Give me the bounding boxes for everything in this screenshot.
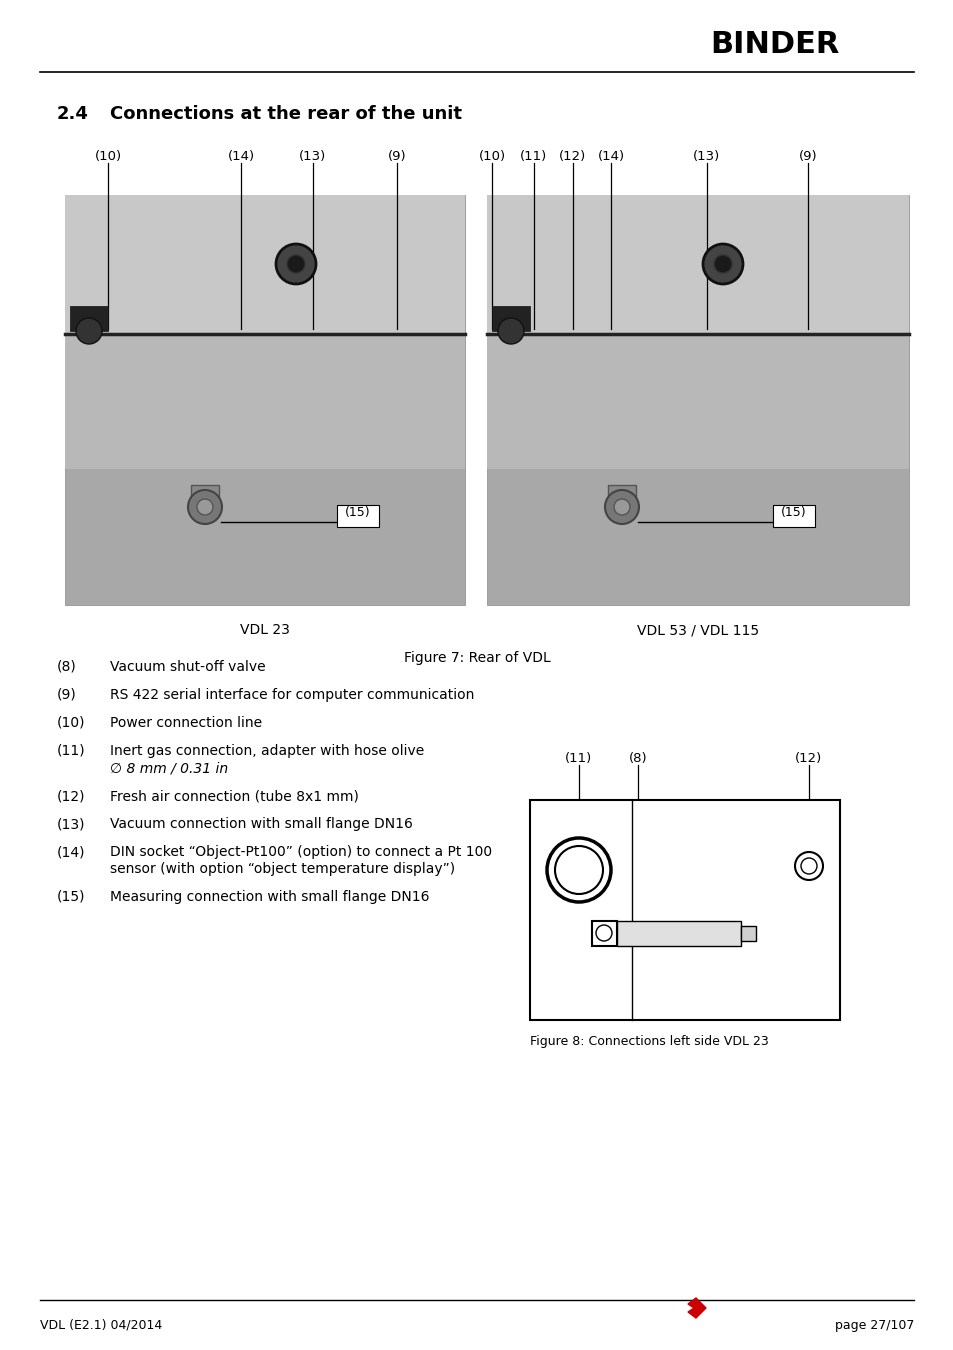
Text: VDL 23: VDL 23 [240,622,290,637]
Bar [65,194,464,605]
Bar [65,333,464,468]
Text: Measuring connection with small flange DN16: Measuring connection with small flange D… [110,890,429,905]
Text: (11): (11) [519,150,547,163]
Text: (9): (9) [57,688,76,702]
Circle shape [188,490,222,524]
Text: VAC.OFF: VAC.OFF [694,855,767,869]
Bar [492,306,530,331]
Bar [740,926,755,941]
Text: (12): (12) [57,788,86,803]
Text: (8): (8) [57,660,76,674]
Text: Connections at the rear of the unit: Connections at the rear of the unit [110,105,461,123]
Text: (11): (11) [57,744,86,757]
Text: (10): (10) [57,716,86,730]
Text: Power connection line: Power connection line [110,716,262,730]
Text: (10): (10) [94,150,121,163]
Circle shape [794,852,822,880]
Bar [191,485,219,504]
Text: VDL (E2.1) 04/2014: VDL (E2.1) 04/2014 [40,1319,162,1331]
Bar [592,921,617,946]
Bar [607,485,636,504]
Text: (8): (8) [628,752,647,765]
Circle shape [596,925,612,941]
Text: (9): (9) [387,150,406,163]
Text: Fresh air connection (tube 8x1 mm): Fresh air connection (tube 8x1 mm) [110,788,358,803]
Circle shape [555,846,602,894]
Circle shape [801,859,816,873]
Text: Inert gas connection, adapter with hose olive: Inert gas connection, adapter with hose … [110,744,424,757]
Text: (14): (14) [597,150,624,163]
Text: AIR: AIR [797,884,820,898]
Bar [486,194,908,333]
Text: (13): (13) [693,150,720,163]
Text: (12): (12) [558,150,586,163]
Text: (15): (15) [781,506,806,518]
Bar [65,194,464,333]
Text: Vacuum connection with small flange DN16: Vacuum connection with small flange DN16 [110,817,413,832]
Text: page 27/107: page 27/107 [834,1319,913,1331]
Text: GAS: GAS [564,909,593,922]
Text: Figure 7: Rear of VDL: Figure 7: Rear of VDL [403,651,550,666]
Circle shape [702,244,742,284]
Bar [336,505,378,526]
Bar [486,194,908,605]
Circle shape [604,490,639,524]
Text: Vacuum shut-off valve: Vacuum shut-off valve [110,660,265,674]
Text: (13): (13) [57,817,86,832]
Circle shape [76,319,102,344]
Bar [530,801,840,1021]
Text: VDL 53 / VDL 115: VDL 53 / VDL 115 [637,622,759,637]
Circle shape [713,255,731,273]
Circle shape [614,500,629,514]
Bar [486,333,908,468]
Text: RS 422 serial interface for computer communication: RS 422 serial interface for computer com… [110,688,474,702]
Text: (13): (13) [299,150,326,163]
Circle shape [196,500,213,514]
Text: (15): (15) [57,890,86,905]
Circle shape [287,255,305,273]
Text: BINDER: BINDER [709,30,839,59]
Text: (15): (15) [345,506,371,518]
Text: (9): (9) [798,150,817,163]
Text: DIN socket “Object-Pt100” (option) to connect a Pt 100: DIN socket “Object-Pt100” (option) to co… [110,845,492,859]
Text: (12): (12) [795,752,821,765]
Circle shape [546,838,610,902]
Bar [772,505,814,526]
Bar [70,306,108,331]
Text: ∅ 8 mm / 0.31 in: ∅ 8 mm / 0.31 in [110,761,228,775]
Text: 2.4: 2.4 [57,105,89,123]
Text: VAC.ON: VAC.ON [652,980,717,995]
Text: (11): (11) [565,752,592,765]
Circle shape [275,244,315,284]
Polygon shape [687,1297,705,1318]
Bar [617,921,740,946]
Text: (14): (14) [227,150,254,163]
Text: (10): (10) [478,150,505,163]
Circle shape [497,319,523,344]
Text: (14): (14) [57,845,86,859]
Text: Figure 8: Connections left side VDL 23: Figure 8: Connections left side VDL 23 [530,1035,768,1048]
Text: sensor (with option “object temperature display”): sensor (with option “object temperature … [110,863,455,876]
